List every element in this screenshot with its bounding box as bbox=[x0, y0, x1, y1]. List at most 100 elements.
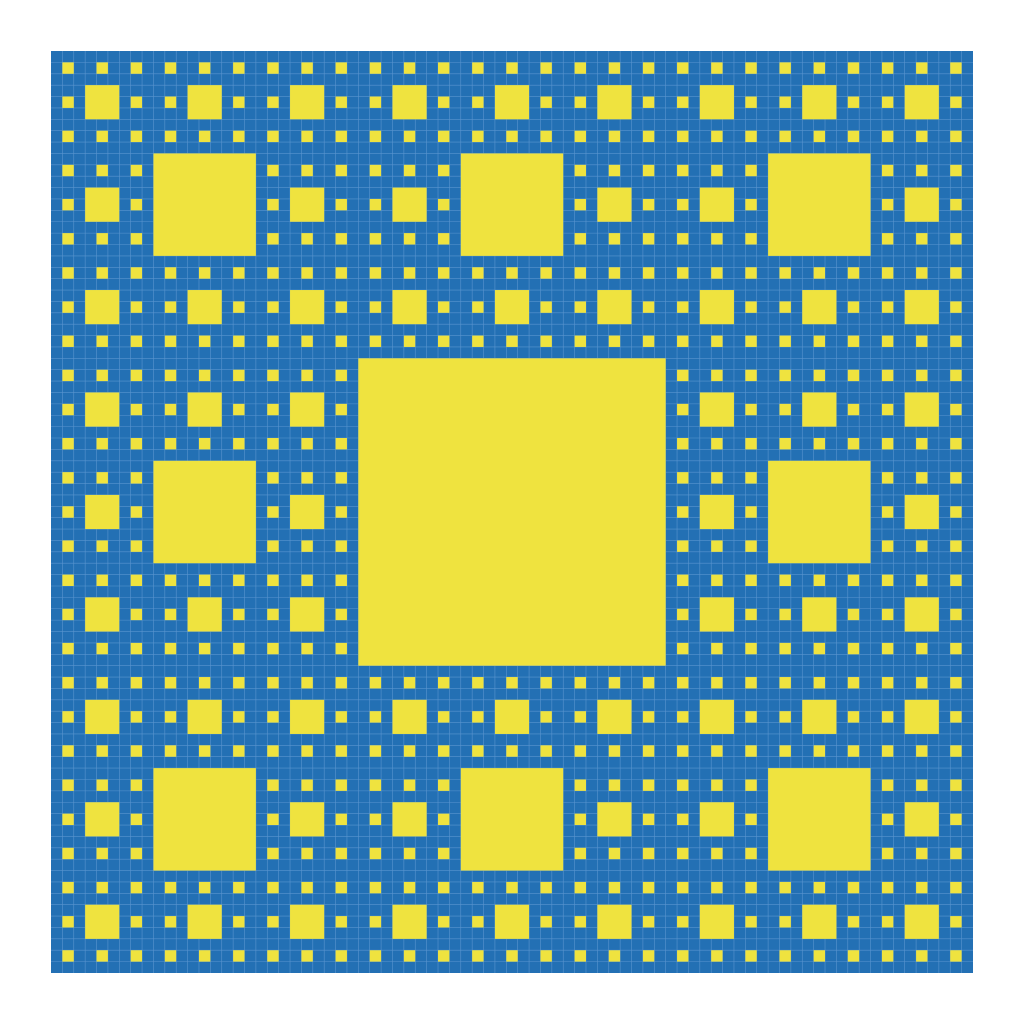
removed-square-level-4 bbox=[438, 847, 450, 860]
removed-square-level-4 bbox=[335, 198, 347, 211]
removed-square-level-4 bbox=[881, 916, 894, 928]
removed-square-level-4 bbox=[233, 403, 245, 416]
removed-square-level-4 bbox=[164, 950, 177, 962]
removed-square-level-4 bbox=[267, 198, 279, 211]
removed-square-level-4 bbox=[267, 608, 279, 621]
removed-square-level-4 bbox=[335, 335, 347, 347]
removed-square-level-4 bbox=[130, 403, 143, 416]
removed-square-level-4 bbox=[198, 267, 211, 279]
removed-square-level-4 bbox=[130, 164, 143, 177]
removed-square-level-4 bbox=[472, 881, 484, 894]
removed-square-level-4 bbox=[369, 130, 382, 143]
removed-square-level-4 bbox=[267, 472, 279, 484]
removed-square-level-4 bbox=[164, 711, 177, 723]
removed-square-level-4 bbox=[267, 711, 279, 723]
removed-square-level-4 bbox=[574, 164, 586, 177]
removed-square-level-4 bbox=[130, 574, 143, 586]
removed-square-level-4 bbox=[96, 472, 108, 484]
removed-square-level-4 bbox=[847, 62, 860, 74]
removed-square-level-3 bbox=[597, 904, 632, 939]
removed-square-level-4 bbox=[881, 267, 894, 279]
removed-square-level-4 bbox=[438, 164, 450, 177]
removed-square-level-3 bbox=[392, 904, 427, 939]
removed-square-level-4 bbox=[950, 916, 962, 928]
removed-square-level-4 bbox=[779, 711, 791, 723]
removed-square-level-4 bbox=[233, 62, 245, 74]
removed-square-level-4 bbox=[745, 813, 757, 826]
removed-square-level-4 bbox=[335, 608, 347, 621]
removed-square-level-4 bbox=[335, 472, 347, 484]
sierpinski-carpet bbox=[51, 51, 973, 973]
removed-square-level-4 bbox=[779, 745, 791, 757]
removed-square-level-4 bbox=[677, 916, 689, 928]
removed-square-level-4 bbox=[950, 267, 962, 279]
removed-square-level-4 bbox=[574, 267, 586, 279]
removed-square-level-4 bbox=[745, 472, 757, 484]
removed-square-level-4 bbox=[233, 574, 245, 586]
removed-square-level-4 bbox=[745, 779, 757, 791]
removed-square-level-3 bbox=[802, 290, 837, 325]
removed-square-level-4 bbox=[642, 677, 655, 689]
removed-square-level-3 bbox=[85, 802, 120, 837]
removed-square-level-4 bbox=[642, 881, 655, 894]
removed-square-level-4 bbox=[438, 301, 450, 313]
removed-square-level-4 bbox=[642, 233, 655, 245]
removed-square-level-4 bbox=[711, 130, 723, 143]
removed-square-level-3 bbox=[699, 904, 734, 939]
removed-square-level-4 bbox=[540, 881, 552, 894]
removed-square-level-4 bbox=[198, 881, 211, 894]
removed-square-level-4 bbox=[335, 847, 347, 860]
removed-square-level-4 bbox=[62, 847, 74, 860]
removed-square-level-4 bbox=[130, 642, 143, 655]
removed-square-level-4 bbox=[642, 711, 655, 723]
removed-square-level-4 bbox=[62, 608, 74, 621]
removed-square-level-3 bbox=[290, 85, 325, 120]
removed-square-level-4 bbox=[267, 813, 279, 826]
removed-square-level-4 bbox=[847, 403, 860, 416]
removed-square-level-4 bbox=[916, 369, 928, 382]
removed-square-level-4 bbox=[540, 916, 552, 928]
removed-square-level-4 bbox=[950, 130, 962, 143]
removed-square-level-4 bbox=[267, 403, 279, 416]
removed-square-level-4 bbox=[916, 574, 928, 586]
removed-square-level-4 bbox=[369, 96, 382, 108]
removed-square-level-3 bbox=[494, 904, 530, 939]
removed-square-level-4 bbox=[711, 164, 723, 177]
removed-square-level-4 bbox=[847, 950, 860, 962]
removed-square-level-4 bbox=[301, 677, 313, 689]
removed-square-level-4 bbox=[335, 711, 347, 723]
removed-square-level-4 bbox=[62, 130, 74, 143]
removed-square-level-4 bbox=[335, 642, 347, 655]
removed-square-level-4 bbox=[335, 130, 347, 143]
removed-square-level-4 bbox=[335, 677, 347, 689]
removed-square-level-4 bbox=[745, 403, 757, 416]
removed-square-level-4 bbox=[403, 267, 416, 279]
removed-square-level-4 bbox=[574, 335, 586, 347]
removed-square-level-3 bbox=[904, 392, 939, 427]
removed-square-level-4 bbox=[233, 916, 245, 928]
removed-square-level-4 bbox=[335, 438, 347, 450]
removed-square-level-4 bbox=[267, 369, 279, 382]
removed-square-level-4 bbox=[198, 62, 211, 74]
removed-square-level-4 bbox=[540, 711, 552, 723]
removed-square-level-4 bbox=[677, 608, 689, 621]
removed-square-level-4 bbox=[642, 335, 655, 347]
removed-square-level-4 bbox=[472, 62, 484, 74]
removed-square-level-4 bbox=[847, 574, 860, 586]
removed-square-level-4 bbox=[130, 267, 143, 279]
removed-square-level-4 bbox=[438, 198, 450, 211]
removed-square-level-4 bbox=[233, 608, 245, 621]
removed-square-level-3 bbox=[187, 290, 222, 325]
removed-square-level-3 bbox=[904, 494, 939, 530]
removed-square-level-4 bbox=[677, 642, 689, 655]
removed-square-level-4 bbox=[711, 642, 723, 655]
removed-square-level-4 bbox=[711, 233, 723, 245]
removed-square-level-4 bbox=[642, 96, 655, 108]
removed-square-level-4 bbox=[540, 745, 552, 757]
removed-square-level-4 bbox=[608, 950, 621, 962]
removed-square-level-4 bbox=[745, 574, 757, 586]
removed-square-level-4 bbox=[369, 335, 382, 347]
removed-square-level-4 bbox=[233, 335, 245, 347]
removed-square-level-4 bbox=[96, 130, 108, 143]
removed-square-level-4 bbox=[745, 677, 757, 689]
